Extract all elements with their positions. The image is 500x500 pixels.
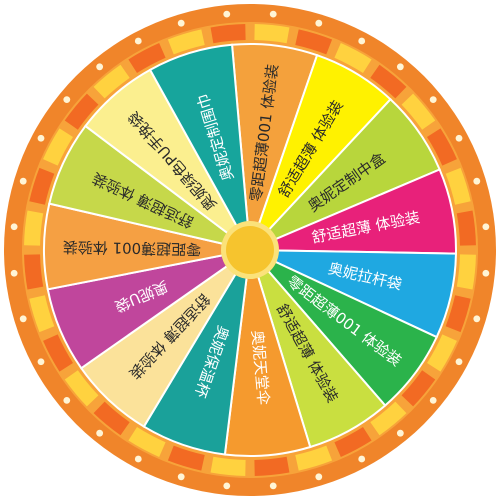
rim-light <box>10 223 18 231</box>
rim-light <box>134 455 142 463</box>
rim-light <box>358 455 366 463</box>
rim-light <box>223 10 231 18</box>
rim-tile <box>370 64 407 99</box>
wheel-segments <box>43 43 457 457</box>
rim-tile <box>401 370 436 407</box>
rim-tile <box>401 93 436 130</box>
rim-light <box>223 482 231 490</box>
rim-light <box>455 358 463 366</box>
wheel-hub[interactable] <box>221 221 279 279</box>
rim-light <box>269 482 277 490</box>
rim-light <box>37 358 45 366</box>
rim-tile <box>24 254 44 290</box>
rim-light <box>315 473 323 481</box>
rim-light <box>269 10 277 18</box>
rim-tile <box>167 29 205 55</box>
rim-tile <box>445 167 471 205</box>
rim-tile <box>93 64 130 99</box>
rim-light <box>177 19 185 27</box>
rim-light <box>19 177 27 185</box>
rim-tile <box>128 427 166 457</box>
rim-light <box>177 473 185 481</box>
rim-tile <box>254 456 290 476</box>
rim-tile <box>210 24 246 44</box>
rim-tile <box>64 370 99 407</box>
rim-light <box>358 37 366 45</box>
rim-tile <box>64 93 99 130</box>
rim-tile <box>43 128 73 166</box>
rim-light <box>473 315 481 323</box>
rim-tile <box>370 401 407 436</box>
rim-light <box>455 134 463 142</box>
rim-tile <box>254 24 290 44</box>
rim-light <box>396 63 404 71</box>
rim-light <box>429 96 437 104</box>
rim-light <box>96 63 104 71</box>
rim-light <box>396 429 404 437</box>
rim-tile <box>128 43 166 73</box>
rim-tile <box>167 445 205 471</box>
rim-tile <box>295 29 333 55</box>
rim-tile <box>427 128 457 166</box>
rim-light <box>63 96 71 104</box>
segment-label-group: 零距超薄001 体验装 <box>63 238 202 258</box>
rim-tile <box>334 43 372 73</box>
rim-tile <box>456 210 476 246</box>
segment-label: 零距超薄001 体验装 <box>63 238 202 258</box>
rim-light <box>37 134 45 142</box>
rim-tile <box>24 210 44 246</box>
rim-tile <box>29 295 55 333</box>
rim-tile <box>456 254 476 290</box>
rim-tile <box>427 334 457 372</box>
rim-tile <box>93 401 130 436</box>
rim-light <box>473 177 481 185</box>
rim-light <box>10 269 18 277</box>
rim-tile <box>210 456 246 476</box>
rim-tile <box>445 295 471 333</box>
rim-light <box>482 269 490 277</box>
rim-light <box>134 37 142 45</box>
spin-button[interactable] <box>226 226 274 274</box>
rim-light <box>482 223 490 231</box>
rim-tile <box>295 445 333 471</box>
rim-light <box>429 396 437 404</box>
rim-tile <box>334 427 372 457</box>
rim-light <box>19 315 27 323</box>
rim-tile <box>29 167 55 205</box>
rim-light <box>315 19 323 27</box>
rim-tile <box>43 334 73 372</box>
rim-light <box>63 396 71 404</box>
wheel-segment[interactable] <box>148 43 251 251</box>
rim-light <box>96 429 104 437</box>
